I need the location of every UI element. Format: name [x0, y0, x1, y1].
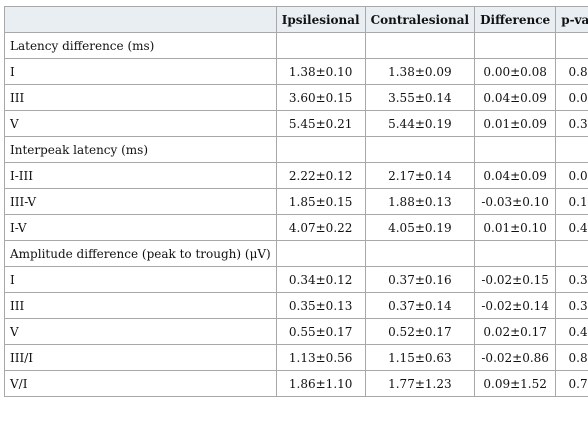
contralesional-value: 1.77±1.23 [364, 370, 476, 397]
header-cell-empty [4, 6, 277, 33]
header-row: Ipsilesional Contralesional Difference p… [4, 6, 588, 33]
table-row: III 3.60±0.15 3.55±0.14 0.04±0.09 0.015 [4, 84, 588, 111]
empty-cell [555, 240, 588, 267]
empty-cell [364, 136, 476, 163]
difference-value: 0.01±0.09 [474, 110, 557, 137]
empty-cell [555, 136, 588, 163]
table-row: V 5.45±0.21 5.44±0.19 0.01±0.09 0.300 [4, 110, 588, 137]
difference-value: -0.02±0.15 [474, 266, 557, 293]
empty-cell [364, 32, 476, 59]
ipsilesional-value: 1.86±1.10 [275, 370, 366, 397]
contralesional-value: 1.88±0.13 [364, 188, 476, 215]
header-contralesional: Contralesional [364, 6, 476, 33]
difference-value: 0.00±0.08 [474, 58, 557, 85]
p-value: 0.023 [555, 162, 588, 189]
empty-cell [474, 32, 557, 59]
difference-value: -0.03±0.10 [474, 188, 557, 215]
table-row: I 1.38±0.10 1.38±0.09 0.00±0.08 0.813 [4, 58, 588, 85]
row-label: III-V [4, 188, 277, 215]
ipsilesional-value: 2.22±0.12 [275, 162, 366, 189]
row-label: III [4, 84, 277, 111]
empty-cell [275, 136, 366, 163]
contralesional-value: 5.44±0.19 [364, 110, 476, 137]
row-label: I [4, 266, 277, 293]
contralesional-value: 2.17±0.14 [364, 162, 476, 189]
ipsilesional-value: 0.35±0.13 [275, 292, 366, 319]
section-header-row: Interpeak latency (ms) [4, 136, 588, 163]
p-value: 0.134 [555, 188, 588, 215]
table-row: III-V 1.85±0.15 1.88±0.13 -0.03±0.10 0.1… [4, 188, 588, 215]
p-value: 0.358 [555, 266, 588, 293]
table-row: III 0.35±0.13 0.37±0.14 -0.02±0.14 0.328 [4, 292, 588, 319]
empty-cell [275, 32, 366, 59]
contralesional-value: 0.37±0.16 [364, 266, 476, 293]
table-row: I 0.34±0.12 0.37±0.16 -0.02±0.15 0.358 [4, 266, 588, 293]
table-row: V/I 1.86±1.10 1.77±1.23 0.09±1.52 0.751 [4, 370, 588, 397]
section-header-row: Amplitude difference (peak to trough) (μ… [4, 240, 588, 267]
contralesional-value: 3.55±0.14 [364, 84, 476, 111]
difference-value: 0.04±0.09 [474, 162, 557, 189]
contralesional-value: 4.05±0.19 [364, 214, 476, 241]
row-label: III/I [4, 344, 277, 371]
header-p-value: p-value [555, 6, 588, 33]
table-row: V 0.55±0.17 0.52±0.17 0.02±0.17 0.404 [4, 318, 588, 345]
contralesional-value: 0.37±0.14 [364, 292, 476, 319]
p-value: 0.328 [555, 292, 588, 319]
section-title: Latency difference (ms) [4, 32, 277, 59]
table-row: I-III 2.22±0.12 2.17±0.14 0.04±0.09 0.02… [4, 162, 588, 189]
ipsilesional-value: 5.45±0.21 [275, 110, 366, 137]
empty-cell [364, 240, 476, 267]
contralesional-value: 1.38±0.09 [364, 58, 476, 85]
table-row: III/I 1.13±0.56 1.15±0.63 -0.02±0.86 0.8… [4, 344, 588, 371]
p-value: 0.015 [555, 84, 588, 111]
row-label: I-V [4, 214, 277, 241]
ipsilesional-value: 1.38±0.10 [275, 58, 366, 85]
row-label: V/I [4, 370, 277, 397]
p-value: 0.471 [555, 214, 588, 241]
header-difference: Difference [474, 6, 557, 33]
p-value: 0.865 [555, 344, 588, 371]
difference-value: -0.02±0.14 [474, 292, 557, 319]
p-value: 0.404 [555, 318, 588, 345]
row-label: V [4, 318, 277, 345]
ipsilesional-value: 1.13±0.56 [275, 344, 366, 371]
p-value: 0.813 [555, 58, 588, 85]
difference-value: 0.04±0.09 [474, 84, 557, 111]
row-label: III [4, 292, 277, 319]
difference-value: 0.09±1.52 [474, 370, 557, 397]
header-ipsilesional: Ipsilesional [275, 6, 366, 33]
row-label: I [4, 58, 277, 85]
ipsilesional-value: 0.34±0.12 [275, 266, 366, 293]
p-value: 0.300 [555, 110, 588, 137]
difference-value: 0.02±0.17 [474, 318, 557, 345]
contralesional-value: 1.15±0.63 [364, 344, 476, 371]
results-table: Ipsilesional Contralesional Difference p… [4, 6, 588, 397]
difference-value: -0.02±0.86 [474, 344, 557, 371]
difference-value: 0.01±0.10 [474, 214, 557, 241]
table-row: I-V 4.07±0.22 4.05±0.19 0.01±0.10 0.471 [4, 214, 588, 241]
contralesional-value: 0.52±0.17 [364, 318, 476, 345]
ipsilesional-value: 3.60±0.15 [275, 84, 366, 111]
ipsilesional-value: 4.07±0.22 [275, 214, 366, 241]
ipsilesional-value: 1.85±0.15 [275, 188, 366, 215]
ipsilesional-value: 0.55±0.17 [275, 318, 366, 345]
row-label: I-III [4, 162, 277, 189]
p-value: 0.751 [555, 370, 588, 397]
section-header-row: Latency difference (ms) [4, 32, 588, 59]
section-title: Interpeak latency (ms) [4, 136, 277, 163]
empty-cell [275, 240, 366, 267]
section-title: Amplitude difference (peak to trough) (μ… [4, 240, 277, 267]
empty-cell [474, 136, 557, 163]
row-label: V [4, 110, 277, 137]
empty-cell [474, 240, 557, 267]
empty-cell [555, 32, 588, 59]
